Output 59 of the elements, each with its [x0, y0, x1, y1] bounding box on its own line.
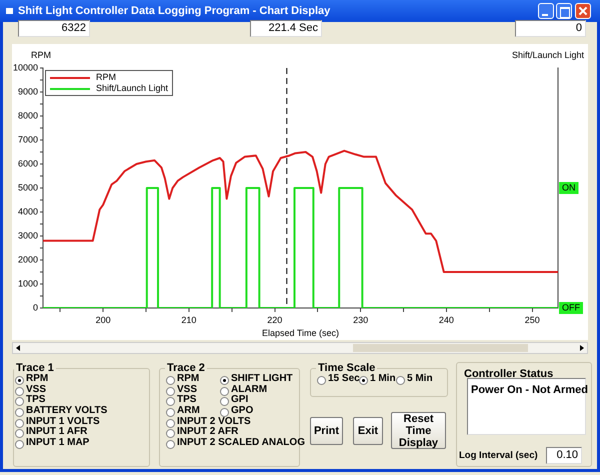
text: RPM: [26, 373, 48, 384]
y-tick-label: 6000: [18, 158, 38, 168]
text: 5 Min: [407, 373, 433, 384]
text: INPUT 2 VOLTS: [177, 416, 251, 427]
text: Exit: [353, 417, 383, 445]
y-tick-label: 10000: [12, 62, 38, 72]
y-tick-label: 1000: [18, 278, 38, 288]
chart-title: Shift Light Controller Data Logging Program - Chart Display: [18, 4, 330, 19]
text: 0: [515, 20, 586, 37]
y-tick-label: 2000: [18, 254, 38, 264]
text: 0.10: [546, 447, 582, 464]
legend-label: RPM: [96, 72, 116, 83]
text: RPM: [177, 373, 200, 384]
text: TPS: [177, 394, 196, 405]
x-tick-label: 200: [96, 314, 111, 325]
text: BATTERY VOLTS: [26, 405, 108, 416]
text: INPUT 1 AFR: [26, 426, 88, 437]
x-tick-label: 250: [524, 314, 540, 325]
y-tick-label: 3000: [18, 230, 38, 240]
text: Controller Status: [462, 368, 556, 380]
text: GPO: [231, 405, 254, 416]
text: GPI: [231, 394, 248, 405]
text: ARM: [177, 405, 200, 416]
text: ON: [562, 182, 576, 192]
y-tick-label: 9000: [18, 86, 38, 96]
text: INPUT 2 SCALED ANALOG: [177, 437, 305, 448]
y-tick-label: 5000: [18, 182, 38, 192]
text: Power On - Not Armed: [471, 384, 588, 396]
text: Trace 2: [165, 362, 207, 374]
legend-label: Shift/Launch Light: [96, 83, 168, 94]
text: 6322: [18, 20, 90, 37]
text: 1 Min: [370, 373, 396, 384]
text: Reset Time Display: [391, 412, 446, 449]
x-axis-title: Elapsed Time (sec): [262, 328, 340, 338]
text: OFF: [562, 302, 580, 312]
text: TPS: [26, 394, 46, 405]
text: 15 Sec: [328, 373, 360, 384]
text: 221.4 Sec: [250, 20, 322, 37]
text: INPUT 2 AFR: [177, 426, 238, 437]
y-tick-label: 0: [32, 302, 38, 312]
y-axis-title: RPM: [31, 50, 51, 60]
text: SHIFT LIGHT: [231, 373, 293, 384]
x-tick-label: 220: [267, 314, 282, 325]
text: Log Interval (sec): [459, 450, 538, 461]
y-tick-label: 4000: [18, 206, 38, 216]
text: VSS: [177, 384, 198, 395]
y-tick-label: 8000: [18, 110, 38, 120]
text: VSS: [26, 384, 46, 395]
text: Trace 1: [14, 362, 56, 374]
x-tick-label: 240: [438, 314, 454, 325]
x-tick-label: 230: [353, 314, 368, 325]
y-tick-label: 7000: [18, 134, 38, 144]
x-tick-label: 210: [181, 314, 196, 325]
text: ALARM: [231, 384, 268, 395]
text: INPUT 1 MAP: [26, 437, 90, 448]
text: INPUT 1 VOLTS: [26, 416, 100, 427]
text: Time Scale: [316, 362, 378, 374]
text: Print: [310, 417, 343, 445]
text: Shift/Launch Light: [512, 50, 584, 60]
